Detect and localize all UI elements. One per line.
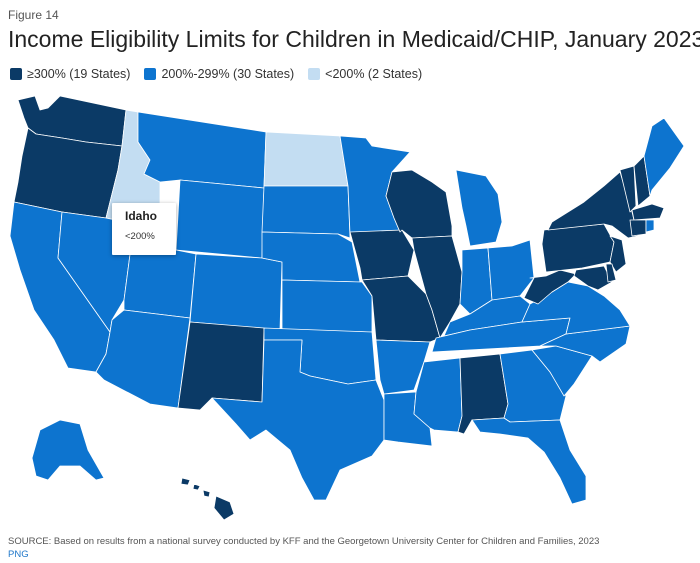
state-connecticut[interactable] [629,219,647,237]
state-arkansas[interactable] [375,339,431,395]
legend-label-mid: 200%-299% (30 States) [161,67,295,81]
state-iowa[interactable] [349,229,415,281]
state-new-jersey[interactable] [609,235,627,273]
tooltip-state-name: Idaho [125,209,157,223]
legend-label-high: ≥300% (19 States) [27,67,131,81]
state-vermont[interactable] [619,165,637,213]
state-tooltip: Idaho <200% [112,203,176,255]
legend-item-low[interactable]: <200% (2 States) [308,67,422,81]
png-download-link[interactable]: PNG [8,549,29,560]
state-wyoming[interactable] [175,179,265,259]
state-north-dakota[interactable] [263,131,349,187]
state-rhode-island[interactable] [645,219,655,233]
state-maine[interactable] [643,117,685,197]
legend: ≥300% (19 States) 200%-299% (30 States) … [10,67,422,81]
legend-label-low: <200% (2 States) [325,67,423,81]
state-new-york[interactable] [547,171,639,239]
state-texas[interactable] [211,339,385,501]
state-hawaii[interactable] [180,477,235,521]
state-massachusetts[interactable] [631,203,665,221]
figure-label: Figure 14 [8,8,59,22]
legend-swatch-high [10,68,22,80]
state-kansas[interactable] [281,279,373,333]
state-alaska[interactable] [31,419,105,481]
state-montana[interactable] [137,111,267,189]
source-note: SOURCE: Based on results from a national… [8,536,600,547]
tooltip-state-value: <200% [125,231,155,242]
state-maryland[interactable] [573,265,613,291]
legend-swatch-mid [144,68,157,80]
state-south-dakota[interactable] [261,185,351,239]
state-delaware[interactable] [605,263,617,283]
us-map [0,90,700,530]
state-colorado[interactable] [189,253,283,331]
state-florida[interactable] [471,417,587,505]
legend-swatch-low [308,68,321,80]
state-michigan[interactable] [455,169,503,247]
state-new-mexico[interactable] [177,321,265,411]
us-map-svg [9,95,685,521]
legend-item-high[interactable]: ≥300% (19 States) [10,67,130,81]
state-west-virginia[interactable] [523,269,577,305]
page-title: Income Eligibility Limits for Children i… [8,26,700,52]
state-pennsylvania[interactable] [541,223,615,273]
state-illinois[interactable] [411,235,463,339]
legend-item-mid[interactable]: 200%-299% (30 States) [144,67,294,81]
